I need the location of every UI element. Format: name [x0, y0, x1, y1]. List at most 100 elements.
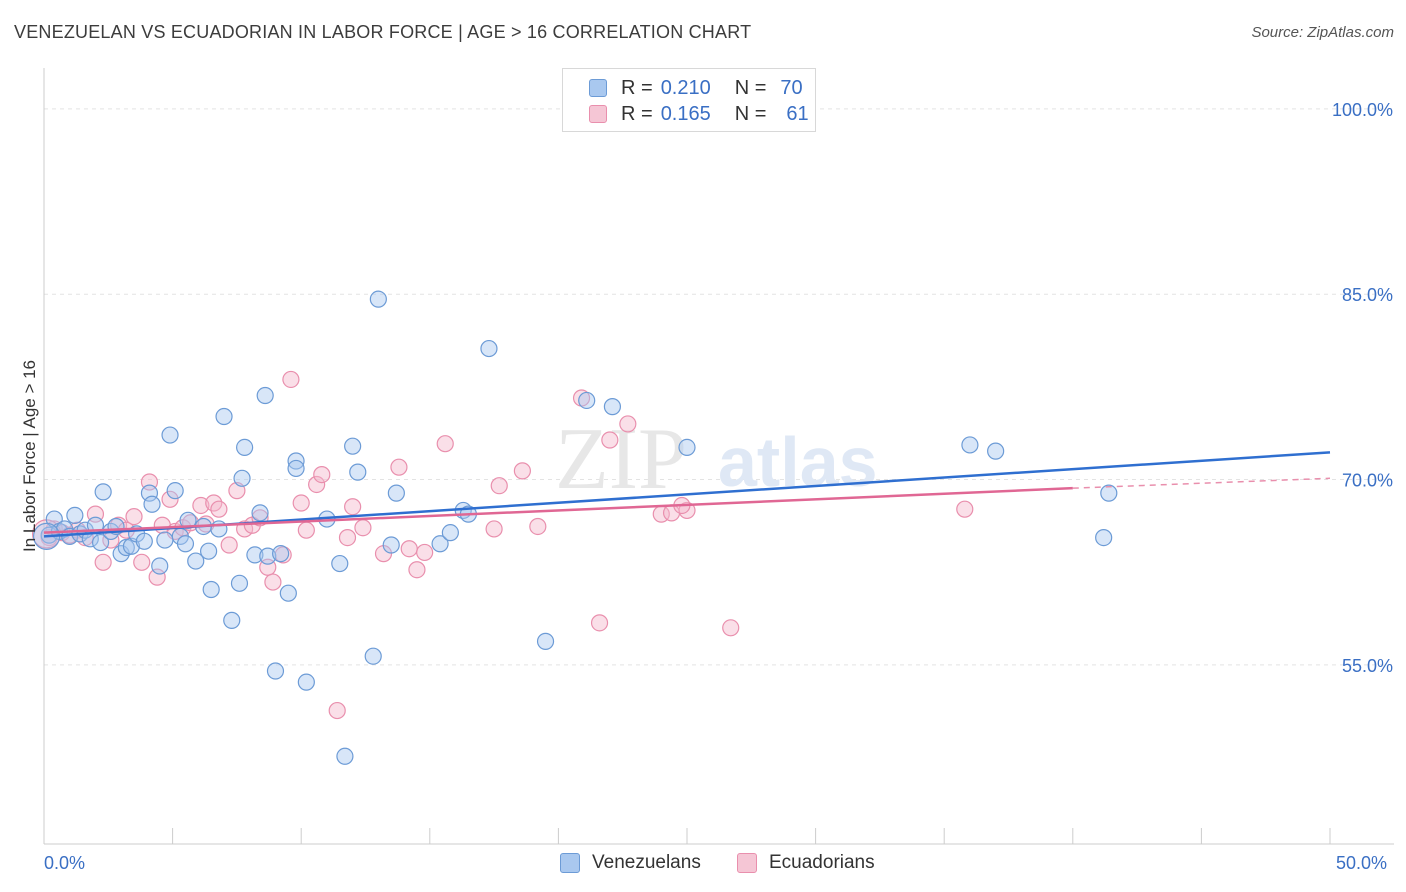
venezuelan-point: [135, 532, 153, 550]
ecuadorian-point: [485, 520, 503, 538]
legend: R = 0.210 N = 70 R = 0.165 N = 61: [562, 68, 816, 132]
venezuelan-point: [349, 463, 367, 481]
venezuelan-point: [344, 437, 362, 455]
bottom-legend-ecuadorians: Ecuadorians: [737, 852, 875, 874]
ecuadorian-point: [328, 701, 346, 720]
ecuadorian-point: [148, 568, 166, 586]
ecuadorian-point: [400, 540, 418, 558]
venezuelan-point: [382, 536, 400, 554]
venezuelan-point: [66, 506, 84, 524]
venezuelan-point: [151, 557, 169, 575]
venezuelan-point: [202, 580, 220, 599]
y-axis-label: In Labor Force | Age > 16: [20, 359, 39, 553]
legend-row-venezuelans: R = 0.210 N = 70: [589, 76, 803, 100]
venezuelan-point: [287, 459, 305, 478]
venezuelan-point: [256, 386, 274, 405]
venezuelan-point: [251, 504, 269, 522]
venezuelan-point: [91, 533, 110, 552]
venezuelan-point: [331, 554, 349, 573]
venezuelan-point: [233, 469, 251, 487]
bottom-legend-label-ecuadorians: Ecuadorians: [769, 852, 875, 873]
legend-swatch-ecuadorians: [589, 105, 607, 123]
venezuelan-point: [1095, 528, 1113, 547]
watermark: ZIP atlas: [555, 411, 878, 508]
ecuadorian-point: [133, 553, 151, 571]
ecuadorian-point: [313, 465, 331, 484]
venezuelan-point: [480, 339, 498, 358]
venezuelan-point: [678, 438, 696, 457]
venezuelan-point: [179, 511, 197, 529]
ecuadorian-point: [264, 573, 282, 591]
ecuadorian-point: [490, 477, 508, 495]
venezuelan-point: [578, 391, 596, 410]
ecuadorian-point: [344, 498, 362, 516]
legend-n-label: N =: [734, 102, 767, 125]
x-tick-label-max: 50.0%: [1336, 853, 1388, 873]
venezuelan-point: [143, 495, 161, 513]
ecuadorian-point: [94, 553, 112, 571]
venezuelan-point: [603, 398, 622, 416]
venezuelan-point: [223, 611, 241, 629]
ecuadorian-point: [956, 500, 974, 518]
venezuelan-point: [166, 482, 184, 500]
venezuelan-point: [279, 584, 297, 602]
ecuadorian-point: [125, 507, 143, 526]
ecuadorian-point: [678, 501, 696, 520]
watermark-atlas: atlas: [718, 423, 878, 501]
legend-n-value: 70: [780, 76, 803, 99]
legend-swatch-venezuelans: [589, 79, 607, 97]
ecuadorian-point: [282, 370, 300, 389]
venezuelan-point: [259, 547, 277, 565]
legend-r-value: 0.165: [660, 102, 711, 125]
ecuadorian-point: [192, 496, 210, 515]
ecuadorian-point: [161, 490, 179, 508]
venezuelan-point: [246, 546, 264, 564]
ecuadorian-trend-extension: [1072, 477, 1331, 489]
ecuadorian-point: [590, 614, 609, 632]
ecuadorian-point: [408, 561, 426, 579]
venezuelan-point: [161, 426, 179, 444]
ecuadorian-point: [354, 519, 372, 537]
venezuelan-point: [1100, 484, 1118, 502]
y-tick-label: 55.0%: [1342, 656, 1393, 676]
venezuelan-point: [176, 535, 195, 553]
venezuelan-point: [230, 574, 249, 592]
venezuelan-point: [369, 290, 387, 308]
venezuelan-point: [536, 632, 555, 650]
ecuadorian-point: [722, 619, 740, 637]
ecuadorian-point: [601, 431, 619, 449]
venezuelan-point: [387, 484, 405, 502]
bottom-legend-swatch-ecuadorians: [737, 853, 757, 873]
bottom-legend-venezuelans: Venezuelans: [560, 852, 701, 874]
ecuadorian-point: [338, 528, 357, 547]
venezuelan-point: [215, 407, 233, 426]
ecuadorian-point: [292, 494, 310, 512]
legend-r-value: 0.210: [660, 76, 711, 99]
y-tick-label: 100.0%: [1332, 100, 1393, 120]
venezuelan-point: [187, 552, 205, 570]
ecuadorian-point: [390, 458, 408, 476]
bottom-legend-swatch-venezuelans: [560, 853, 580, 873]
ecuadorian-point: [529, 517, 547, 536]
venezuelan-point: [156, 531, 174, 549]
venezuelan-point: [441, 524, 459, 542]
venezuelan-point: [272, 545, 290, 563]
y-tick-label: 85.0%: [1342, 285, 1393, 305]
legend-row-ecuadorians: R = 0.165 N = 61: [589, 102, 809, 126]
ecuadorian-point: [308, 475, 326, 494]
venezuelan-point: [236, 438, 254, 457]
x-tick-label-min: 0.0%: [44, 853, 86, 873]
venezuelan-point: [200, 542, 218, 560]
legend-n-value: 61: [786, 102, 809, 125]
venezuelan-point: [140, 484, 159, 502]
legend-r-label: R =: [621, 76, 653, 99]
ecuadorian-point: [619, 415, 637, 433]
venezuelan-point: [297, 673, 315, 691]
chart-title: VENEZUELAN VS ECUADORIAN IN LABOR FORCE …: [14, 22, 752, 42]
y-tick-label: 70.0%: [1342, 471, 1393, 491]
venezuelan-point: [94, 483, 112, 501]
venezuelan-point: [336, 747, 354, 765]
ecuadorian-point: [220, 536, 238, 554]
venezuelan-point: [961, 436, 979, 454]
